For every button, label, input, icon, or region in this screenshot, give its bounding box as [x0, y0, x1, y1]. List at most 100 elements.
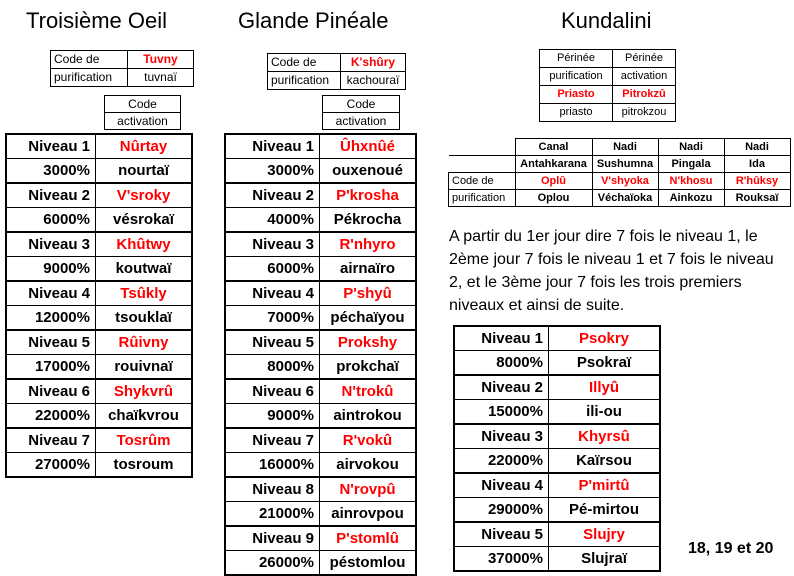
level-pronunciation: ainrovpou: [319, 501, 417, 527]
nadi-name: Pingala: [657, 155, 725, 173]
level-row: Niveau 2 P'krosha: [224, 182, 417, 208]
level-pronunciation: Psokraï: [548, 350, 661, 376]
level-detail-row: 7000% péchaïyou: [224, 305, 417, 331]
code-de-label: Code de: [50, 50, 128, 69]
level-row: Niveau 3 Khyrsû: [453, 423, 661, 449]
level-percentage: 22000%: [5, 403, 96, 429]
level-label: Niveau 4: [224, 280, 320, 306]
level-detail-row: 3000% nourtaï: [5, 158, 193, 184]
nadi-code: N'khosu: [657, 172, 725, 190]
third-eye-activation-label: Code activation: [104, 95, 181, 130]
level-label: Niveau 6: [5, 378, 96, 404]
level-percentage: 6000%: [224, 256, 320, 282]
level-code: Slujry: [548, 521, 661, 547]
level-percentage: 17000%: [5, 354, 96, 380]
level-detail-row: 3000% ouxenoué: [224, 158, 417, 184]
level-label: Niveau 3: [453, 423, 549, 449]
third-eye-purif-code: Tuvny: [127, 50, 194, 69]
level-code: Khûtwy: [95, 231, 193, 257]
level-detail-row: 6000% vésrokaï: [5, 207, 193, 233]
level-label: Niveau 7: [5, 427, 96, 453]
level-label: Niveau 5: [5, 329, 96, 355]
level-code: Illyû: [548, 374, 661, 400]
level-pronunciation: tsouklaï: [95, 305, 193, 331]
pineal-activation-label: Code activation: [322, 95, 400, 130]
level-code: R'nhyro: [319, 231, 417, 257]
level-code: Psokry: [548, 325, 661, 351]
level-label: Niveau 3: [224, 231, 320, 257]
nadi-header: Nadi: [723, 138, 791, 156]
pineal-purif-pron: kachouraï: [340, 71, 406, 90]
level-label: Niveau 2: [453, 374, 549, 400]
level-label: Niveau 4: [453, 472, 549, 498]
level-percentage: 9000%: [5, 256, 96, 282]
level-label: Niveau 1: [453, 325, 549, 351]
perinee-table: Périnée Périnée purification activation …: [539, 49, 676, 122]
level-detail-row: 22000% chaïkvrou: [5, 403, 193, 429]
level-detail-row: 21000% ainrovpou: [224, 501, 417, 527]
nadi-code: Oplû: [514, 172, 593, 190]
level-pronunciation: Pékrocha: [319, 207, 417, 233]
level-pronunciation: tosroum: [95, 452, 193, 478]
level-code: Prokshy: [319, 329, 417, 355]
level-code: Shykvrû: [95, 378, 193, 404]
level-row: Niveau 7 R'vokû: [224, 427, 417, 453]
blank-cell: [448, 138, 516, 156]
level-label: Niveau 5: [224, 329, 320, 355]
level-label: Niveau 1: [224, 133, 320, 159]
title-third-eye: Troisième Oeil: [26, 8, 167, 33]
level-row: Niveau 5 Rûivny: [5, 329, 193, 355]
purification-label: purification: [267, 71, 341, 90]
perinee-sub: activation: [612, 67, 676, 86]
level-row: Niveau 8 N'rovpû: [224, 476, 417, 502]
activation-label: activation: [105, 112, 180, 129]
level-row: Niveau 4 P'mirtû: [453, 472, 661, 498]
nadi-name: Ida: [723, 155, 791, 173]
level-pronunciation: aintrokou: [319, 403, 417, 429]
nadi-name: Antahkarana: [514, 155, 593, 173]
level-code: P'stomlû: [319, 525, 417, 551]
level-label: Niveau 3: [5, 231, 96, 257]
pineal-levels-table: Niveau 1 Ûhxnûé 3000% ouxenoué Niveau 2 P'kro…: [224, 133, 417, 576]
level-percentage: 16000%: [224, 452, 320, 478]
level-code: N'trokû: [319, 378, 417, 404]
level-row: Niveau 1 Ûhxnûé: [224, 133, 417, 159]
level-percentage: 9000%: [224, 403, 320, 429]
title-pineal: Glande Pinéale: [238, 8, 389, 33]
level-code: Nûrtay: [95, 133, 193, 159]
level-row: Niveau 6 Shykvrû: [5, 378, 193, 404]
level-code: Tosrûm: [95, 427, 193, 453]
level-detail-row: 15000% ili-ou: [453, 399, 661, 425]
third-eye-purif-pron: tuvnaï: [127, 68, 194, 87]
level-detail-row: 29000% Pé-mirtou: [453, 497, 661, 523]
nadi-header: Nadi: [591, 138, 659, 156]
level-pronunciation: ouxenoué: [319, 158, 417, 184]
level-label: Niveau 7: [224, 427, 320, 453]
purification-label: purification: [50, 68, 128, 87]
nadi-table: Canal Nadi Nadi Nadi Antahkarana Sushumn…: [448, 138, 791, 207]
kundalini-levels-table: Niveau 1 Psokry 8000% Psokraï Niveau 2 Illyû 1…: [453, 325, 661, 572]
level-percentage: 8000%: [224, 354, 320, 380]
level-row: Niveau 5 Slujry: [453, 521, 661, 547]
level-pronunciation: péstomlou: [319, 550, 417, 576]
level-percentage: 3000%: [5, 158, 96, 184]
nadi-pron: Rouksaï: [723, 189, 791, 207]
level-pronunciation: nourtaï: [95, 158, 193, 184]
level-percentage: 12000%: [5, 305, 96, 331]
level-label: Niveau 5: [453, 521, 549, 547]
level-pronunciation: ili-ou: [548, 399, 661, 425]
level-row: Niveau 7 Tosrûm: [5, 427, 193, 453]
level-detail-row: 16000% airvokou: [224, 452, 417, 478]
level-detail-row: 8000% Psokraï: [453, 350, 661, 376]
level-code: Rûivny: [95, 329, 193, 355]
level-pronunciation: koutwaï: [95, 256, 193, 282]
level-detail-row: 6000% airnaïro: [224, 256, 417, 282]
purification-label: purification: [448, 189, 516, 207]
title-kundalini: Kundalini: [561, 8, 652, 33]
level-row: Niveau 1 Psokry: [453, 325, 661, 351]
perinee-pron: pitrokzou: [612, 103, 676, 122]
level-code: N'rovpû: [319, 476, 417, 502]
level-code: P'shyû: [319, 280, 417, 306]
level-detail-row: 37000% Slujraï: [453, 546, 661, 572]
level-code: P'mirtû: [548, 472, 661, 498]
